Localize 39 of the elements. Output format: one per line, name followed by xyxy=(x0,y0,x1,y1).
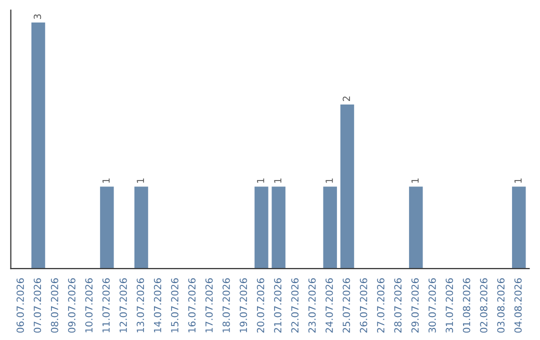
x-tick-label: 11.07.2026 xyxy=(102,278,110,332)
x-tick-label: 10.07.2026 xyxy=(85,278,93,332)
data-label: 1 xyxy=(274,178,282,183)
x-tick-label: 21.07.2026 xyxy=(274,278,282,333)
data-label: 1 xyxy=(257,178,264,183)
data-label: 3 xyxy=(34,14,42,19)
x-tick-label: 25.07.2026 xyxy=(342,278,350,333)
x-tick-label: 22.07.2026 xyxy=(291,278,299,333)
x-tick-label: 13.07.2026 xyxy=(136,278,144,332)
x-tick-label: 09.07.2026 xyxy=(68,278,76,333)
x-tick-label: 28.07.2026 xyxy=(394,278,402,333)
data-label: 2 xyxy=(342,96,350,102)
data-label: 1 xyxy=(136,178,144,183)
x-tick-label: 01.08.2026 xyxy=(462,278,470,333)
x-tick-label: 15.07.2026 xyxy=(171,278,178,332)
data-label: 1 xyxy=(412,178,419,183)
x-tick-label: 06.07.2026 xyxy=(16,278,24,333)
x-tick-label: 12.07.2026 xyxy=(120,278,127,332)
x-tick-label: 17.07.2026 xyxy=(205,278,213,332)
x-tick-label: 08.07.2026 xyxy=(50,278,58,333)
x-tick-label: 23.07.2026 xyxy=(308,278,316,333)
x-tick-label: 19.07.2026 xyxy=(240,278,248,332)
data-label: 1 xyxy=(514,178,522,183)
x-tick-label: 14.07.2026 xyxy=(154,278,162,332)
data-label: 1 xyxy=(102,178,110,183)
x-tick-label: 07.07.2026 xyxy=(34,278,42,333)
x-tick-label: 20.07.2026 xyxy=(256,278,264,333)
x-tick-label: 03.08.2026 xyxy=(497,278,505,333)
x-tick-label: 18.07.2026 xyxy=(222,278,230,332)
x-tick-label: 29.07.2026 xyxy=(411,278,419,333)
x-tick-label: 24.07.2026 xyxy=(326,278,333,333)
x-tick-label: 31.07.2026 xyxy=(446,278,454,333)
data-label: 1 xyxy=(326,178,333,183)
x-tick-label: 02.08.2026 xyxy=(480,278,488,333)
x-tick-label: 26.07.2026 xyxy=(360,278,368,333)
x-tick-label: 30.07.2026 xyxy=(428,278,436,333)
x-tick-label: 04.08.2026 xyxy=(514,278,522,333)
x-tick-label: 27.07.2026 xyxy=(377,278,384,333)
x-tick-label: 16.07.2026 xyxy=(188,278,196,332)
